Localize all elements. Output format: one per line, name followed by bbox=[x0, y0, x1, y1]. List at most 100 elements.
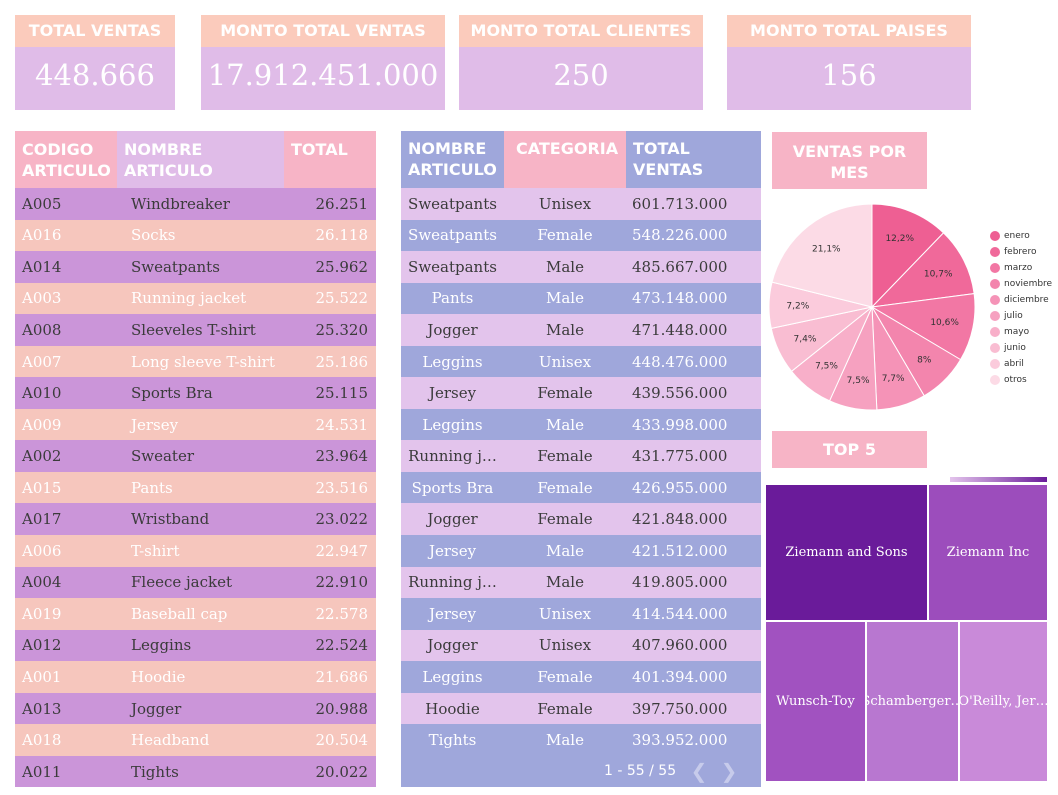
table-row[interactable]: A011 Tights 20.022 bbox=[15, 755, 376, 788]
cell-total: 22.947 bbox=[315, 541, 369, 560]
cell-code: A011 bbox=[22, 762, 62, 781]
table-row[interactable]: A017 Wristband 23.022 bbox=[15, 503, 376, 536]
table-row[interactable]: Jersey Female 439.556.000 bbox=[401, 377, 761, 409]
chevron-left-icon[interactable]: ❮ bbox=[690, 758, 708, 783]
column-header-name[interactable]: NOMBRE ARTICULO bbox=[401, 131, 504, 188]
cell-total-sales: 601.713.000 bbox=[632, 194, 728, 213]
table-row[interactable]: Leggins Female 401.394.000 bbox=[401, 661, 761, 693]
table-row[interactable]: A012 Leggins 22.524 bbox=[15, 629, 376, 662]
cell-name: T-shirt bbox=[131, 541, 180, 560]
table-row[interactable]: Leggins Male 433.998.000 bbox=[401, 408, 761, 441]
table-row[interactable]: A006 T-shirt 22.947 bbox=[15, 535, 376, 567]
legend-item-otros[interactable]: otros bbox=[990, 372, 1052, 388]
cell-name: Hoodie bbox=[425, 699, 480, 718]
column-header-total[interactable]: TOTAL bbox=[284, 131, 376, 188]
cell-total-sales: 426.955.000 bbox=[632, 478, 728, 497]
pie-label-enero: 12,2% bbox=[885, 234, 914, 244]
cell-name: Socks bbox=[131, 226, 176, 245]
table-row[interactable]: A009 Jersey 24.531 bbox=[15, 408, 376, 441]
legend-item-enero[interactable]: enero bbox=[990, 228, 1052, 244]
table-row[interactable]: A007 Long sleeve T-shirt 25.186 bbox=[15, 345, 376, 378]
legend-item-diciembre[interactable]: diciembre bbox=[990, 292, 1052, 308]
legend-item-mayo[interactable]: mayo bbox=[990, 324, 1052, 340]
cell-name: Pants bbox=[131, 478, 173, 497]
color-scale-bar bbox=[950, 477, 1047, 482]
table-row[interactable]: Sweatpants Male 485.667.000 bbox=[401, 251, 761, 283]
table-row[interactable]: Jersey Male 421.512.000 bbox=[401, 535, 761, 567]
chevron-right-icon[interactable]: ❯ bbox=[720, 758, 738, 783]
table-row[interactable]: Sweatpants Female 548.226.000 bbox=[401, 219, 761, 252]
table-row[interactable]: A008 Sleeveles T-shirt 25.320 bbox=[15, 314, 376, 346]
table-row[interactable]: Running j… Female 431.775.000 bbox=[401, 440, 761, 472]
table-row[interactable]: Leggins Unisex 448.476.000 bbox=[401, 345, 761, 378]
cell-total-sales: 473.148.000 bbox=[632, 289, 728, 308]
table-row[interactable]: A013 Jogger 20.988 bbox=[15, 692, 376, 725]
legend-swatch bbox=[990, 247, 1000, 257]
legend-label: julio bbox=[1004, 311, 1023, 321]
table-row[interactable]: Sports Bra Female 426.955.000 bbox=[401, 471, 761, 504]
cell-code: A007 bbox=[22, 352, 62, 371]
pie-legend: enero febrero marzo noviembre diciembre julio… bbox=[990, 228, 1052, 388]
cell-code: A013 bbox=[22, 699, 62, 718]
articles-table: CODIGO ARTICULO NOMBRE ARTICULO TOTAL A0… bbox=[15, 131, 376, 788]
cell-code: A019 bbox=[22, 604, 62, 623]
cell-total-sales: 431.775.000 bbox=[632, 447, 728, 466]
treemap-cell[interactable]: Ziemann and Sons bbox=[765, 484, 928, 621]
cell-name: Sports Bra bbox=[131, 384, 213, 403]
cell-name: Jogger bbox=[131, 699, 182, 718]
treemap-cell[interactable]: O'Reilly, Jer… bbox=[959, 621, 1048, 782]
pie-slice-febrero[interactable] bbox=[870, 232, 975, 308]
cell-name: Fleece jacket bbox=[131, 573, 232, 592]
treemap-cell[interactable]: Schamberger… bbox=[866, 621, 959, 782]
table-row[interactable]: A001 Hoodie 21.686 bbox=[15, 661, 376, 693]
table-row[interactable]: A004 Fleece jacket 22.910 bbox=[15, 566, 376, 599]
table-row[interactable]: Pants Male 473.148.000 bbox=[401, 282, 761, 315]
treemap-cell[interactable]: Wunsch-Toy bbox=[765, 621, 866, 782]
legend-item-junio[interactable]: junio bbox=[990, 340, 1052, 356]
table-row[interactable]: A005 Windbreaker 26.251 bbox=[15, 188, 376, 220]
column-header-category[interactable]: CATEGORIA bbox=[504, 131, 626, 188]
table-row[interactable]: A010 Sports Bra 25.115 bbox=[15, 377, 376, 409]
table-row[interactable]: Jogger Unisex 407.960.000 bbox=[401, 629, 761, 662]
table-row[interactable]: A014 Sweatpants 25.962 bbox=[15, 251, 376, 283]
kpi-value: 156 bbox=[727, 47, 971, 110]
table-row[interactable]: Hoodie Female 397.750.000 bbox=[401, 692, 761, 725]
cell-total-sales: 439.556.000 bbox=[632, 384, 728, 403]
column-header-name[interactable]: NOMBRE ARTICULO bbox=[117, 131, 284, 188]
table-row[interactable]: A019 Baseball cap 22.578 bbox=[15, 598, 376, 630]
treemap-cell[interactable]: Ziemann Inc bbox=[928, 484, 1048, 621]
table-row[interactable]: A015 Pants 23.516 bbox=[15, 471, 376, 504]
cell-category: Unisex bbox=[538, 194, 592, 213]
cell-name: Sweater bbox=[131, 447, 195, 466]
cell-category: Male bbox=[546, 289, 584, 308]
table-row[interactable]: A016 Socks 26.118 bbox=[15, 219, 376, 252]
table-row[interactable]: Tights Male 393.952.000 bbox=[401, 724, 761, 756]
table-row[interactable]: A003 Running jacket 25.522 bbox=[15, 282, 376, 315]
table-row[interactable]: A018 Headband 20.504 bbox=[15, 724, 376, 756]
cell-code: A001 bbox=[22, 667, 62, 686]
legend-item-julio[interactable]: julio bbox=[990, 308, 1052, 324]
pie-chart-title: VENTAS POR MES bbox=[772, 132, 927, 189]
legend-item-abril[interactable]: abril bbox=[990, 356, 1052, 372]
legend-item-febrero[interactable]: febrero bbox=[990, 244, 1052, 260]
column-header-total-sales[interactable]: TOTAL VENTAS bbox=[626, 131, 761, 188]
pie-slice-otros[interactable] bbox=[771, 203, 873, 308]
pie-slice-enero[interactable] bbox=[871, 203, 945, 309]
cell-total: 23.516 bbox=[315, 478, 369, 497]
table-row[interactable]: Sweatpants Unisex 601.713.000 bbox=[401, 188, 761, 220]
legend-swatch bbox=[990, 231, 1000, 241]
kpi-label: MONTO TOTAL VENTAS bbox=[201, 15, 445, 47]
column-header-code[interactable]: CODIGO ARTICULO bbox=[15, 131, 117, 188]
table-row[interactable]: Jogger Female 421.848.000 bbox=[401, 503, 761, 536]
legend-label: febrero bbox=[1004, 247, 1037, 257]
table-row[interactable]: A002 Sweater 23.964 bbox=[15, 440, 376, 472]
cell-category: Unisex bbox=[538, 604, 592, 623]
table-row[interactable]: Jogger Male 471.448.000 bbox=[401, 314, 761, 346]
kpi-value: 17.912.451.000 bbox=[201, 47, 445, 110]
legend-item-marzo[interactable]: marzo bbox=[990, 260, 1052, 276]
table-row[interactable]: Running j… Male 419.805.000 bbox=[401, 566, 761, 599]
legend-item-noviembre[interactable]: noviembre bbox=[990, 276, 1052, 292]
cell-category: Male bbox=[546, 320, 584, 339]
table-row[interactable]: Jersey Unisex 414.544.000 bbox=[401, 598, 761, 630]
pie-slice-marzo[interactable] bbox=[870, 293, 976, 361]
